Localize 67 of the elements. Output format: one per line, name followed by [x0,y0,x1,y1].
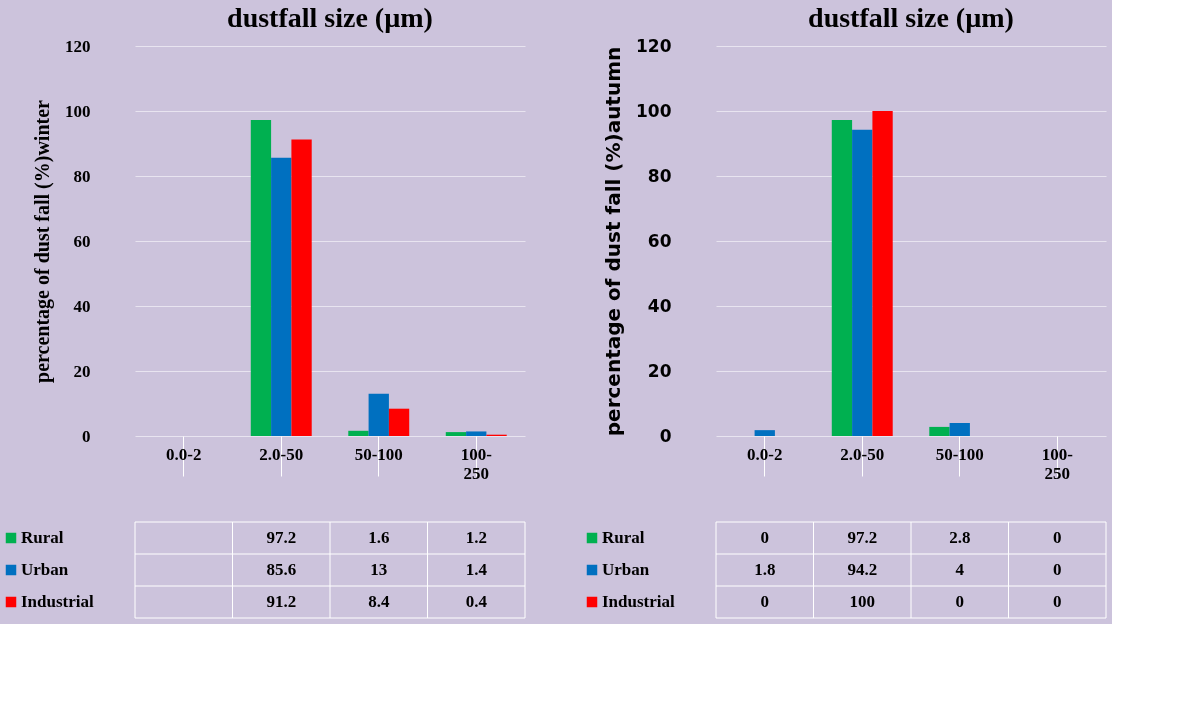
x-tick-label: 50-100 [935,444,984,464]
bar [388,408,410,436]
data-label: 2.8 [949,528,971,547]
bar [250,120,272,436]
chart-title: dustfall size (µm) [227,2,433,33]
x-tick-label: 100-250 [1041,444,1074,483]
bar [831,120,853,436]
chart-title: dustfall size (µm) [808,2,1014,33]
data-label: 4 [955,560,965,579]
data-label: 8.4 [368,592,390,611]
data-label: 0 [1053,528,1062,547]
data-label: 91.2 [266,592,297,611]
data-label: 1.6 [368,528,390,547]
data-label: 1.4 [465,560,488,579]
y-axis-title: percentage of dust fall (%)autumn [601,46,626,437]
bar [445,432,467,436]
bar [466,431,487,436]
legend-label: Rural [602,528,645,547]
y-tick-label: 0 [659,425,672,446]
y-tick-label: 20 [647,360,672,381]
x-tick-label: 0.0-2 [166,444,202,464]
legend-label: Rural [21,528,64,547]
bar [271,157,292,436]
data-label: 97.2 [266,528,297,547]
x-tick-label: 2.0-50 [259,444,304,464]
x-tick-label: 2.0-50 [840,444,885,464]
data-label: 0 [955,592,964,611]
data-label: 97.2 [847,528,878,547]
legend-label: Urban [21,560,69,579]
data-label: 100 [849,592,875,611]
bar [368,393,389,436]
bar [348,430,369,436]
bar [929,426,950,436]
y-tick-label: 80 [647,165,672,186]
legend-label: Industrial [21,592,95,611]
y-tick-label: 120 [65,36,91,56]
y-tick-label: 100 [636,100,672,121]
x-tick-label: 50-100 [354,444,403,464]
data-label: 0 [1053,560,1062,579]
data-label: 0 [760,528,769,547]
x-tick-label: 100-250 [460,444,493,483]
data-label: 13 [370,560,388,579]
y-tick-label: 40 [73,296,91,316]
data-label: 0.4 [465,592,488,611]
bar [949,423,970,436]
data-label: 1.2 [465,528,487,547]
y-tick-label: 120 [636,35,672,56]
y-tick-label: 80 [73,166,91,186]
data-label: 94.2 [847,560,878,579]
bar [852,129,873,436]
legend-label: Industrial [602,592,676,611]
y-tick-label: 40 [647,295,672,316]
y-axis-title: percentage of dust fall (%)winter [31,99,54,383]
y-tick-label: 20 [73,361,91,381]
data-label: 0 [760,592,769,611]
y-tick-label: 0 [82,426,91,446]
bar [872,111,893,436]
data-label: 1.8 [754,560,776,579]
y-tick-label: 60 [73,231,91,251]
bar [754,430,775,436]
bar [291,139,312,436]
data-label: 85.6 [266,560,297,579]
x-tick-label: 0.0-2 [747,444,783,464]
data-label: 0 [1053,592,1062,611]
legend-label: Urban [602,560,650,579]
y-tick-label: 60 [647,230,672,251]
y-tick-label: 100 [65,101,91,121]
